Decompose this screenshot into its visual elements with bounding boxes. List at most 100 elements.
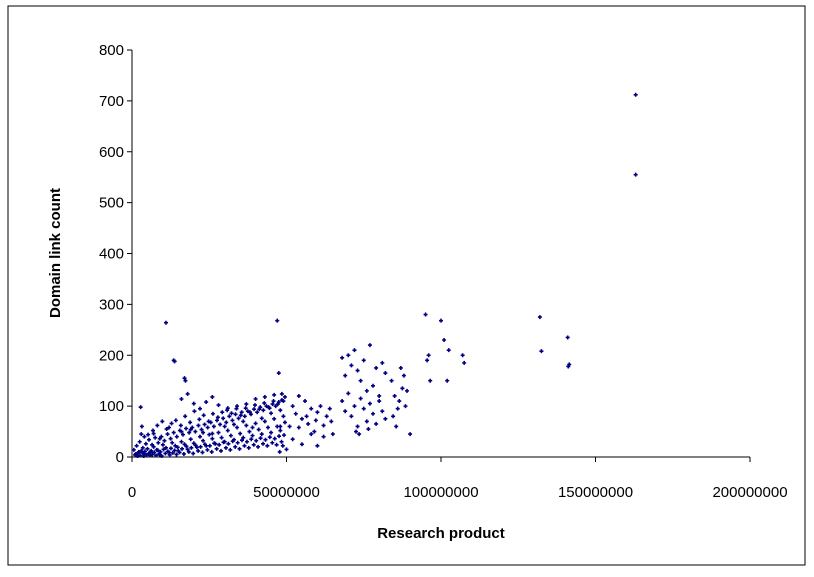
data-point xyxy=(151,431,156,436)
data-point xyxy=(201,438,206,443)
data-point xyxy=(141,453,146,458)
data-point xyxy=(179,397,184,402)
data-point xyxy=(253,397,258,402)
data-point xyxy=(205,447,210,452)
data-point xyxy=(439,318,443,323)
data-point xyxy=(175,445,180,450)
data-point xyxy=(354,429,359,434)
data-point xyxy=(254,438,259,443)
data-point xyxy=(397,399,402,404)
data-point xyxy=(278,408,283,413)
data-point xyxy=(269,430,274,435)
data-point xyxy=(145,446,150,451)
data-point xyxy=(179,429,184,434)
data-point xyxy=(235,425,240,430)
data-point xyxy=(214,418,219,423)
data-point xyxy=(358,396,363,401)
data-point xyxy=(327,406,332,411)
data-point xyxy=(209,449,214,454)
data-point xyxy=(162,438,167,443)
data-point xyxy=(168,446,173,451)
data-point xyxy=(253,421,258,426)
data-point xyxy=(180,446,185,451)
data-point xyxy=(282,420,287,425)
data-point xyxy=(188,420,193,425)
data-point xyxy=(136,449,141,454)
data-point xyxy=(140,445,145,450)
data-point xyxy=(405,388,410,393)
data-point xyxy=(267,435,272,440)
data-point xyxy=(241,419,246,424)
data-point xyxy=(233,412,238,417)
data-point xyxy=(157,436,162,441)
data-point xyxy=(174,452,179,457)
data-point xyxy=(191,451,196,456)
data-point xyxy=(244,423,249,428)
data-point xyxy=(218,448,223,453)
data-point xyxy=(142,434,147,439)
data-point xyxy=(191,401,196,406)
data-point xyxy=(275,318,280,323)
data-point xyxy=(149,448,154,453)
data-point xyxy=(349,363,354,368)
data-point xyxy=(226,441,231,446)
data-point xyxy=(240,438,245,443)
data-point xyxy=(197,417,202,422)
data-point xyxy=(249,437,254,442)
data-point xyxy=(193,429,198,434)
data-point xyxy=(367,343,372,348)
data-point xyxy=(139,424,144,429)
data-point xyxy=(184,444,189,449)
data-point xyxy=(238,431,243,436)
data-point xyxy=(403,404,408,409)
data-point xyxy=(278,424,283,429)
data-point xyxy=(366,427,371,432)
data-point xyxy=(539,349,544,354)
data-point xyxy=(173,443,178,448)
data-point xyxy=(172,448,177,453)
data-point xyxy=(343,373,348,378)
data-point xyxy=(355,424,360,429)
data-point xyxy=(374,365,379,370)
y-tick-label: 300 xyxy=(99,296,124,313)
data-point xyxy=(340,399,345,404)
data-point xyxy=(270,402,275,407)
data-point xyxy=(138,405,143,410)
data-point xyxy=(250,433,255,438)
data-point xyxy=(208,420,213,425)
data-point xyxy=(383,416,388,421)
data-point xyxy=(222,424,227,429)
data-point xyxy=(186,449,191,454)
data-point xyxy=(284,447,289,452)
data-point xyxy=(138,453,143,458)
data-point xyxy=(188,437,193,442)
data-point xyxy=(187,430,192,435)
data-point xyxy=(219,435,224,440)
data-point xyxy=(183,414,188,419)
data-point xyxy=(165,449,170,454)
data-point xyxy=(299,416,304,421)
data-point xyxy=(197,406,202,411)
data-point xyxy=(241,435,246,440)
data-point xyxy=(173,418,178,423)
data-point xyxy=(306,421,311,426)
data-point xyxy=(355,368,360,373)
y-tick-label: 100 xyxy=(99,398,124,415)
data-point xyxy=(272,392,277,397)
data-point xyxy=(152,450,157,455)
data-point xyxy=(313,418,318,423)
data-point xyxy=(274,442,279,447)
data-point xyxy=(156,440,161,445)
data-point xyxy=(198,444,203,449)
data-point xyxy=(174,434,179,439)
data-point xyxy=(367,401,372,406)
data-point xyxy=(299,442,304,447)
y-tick-label: 0 xyxy=(116,449,124,466)
data-point xyxy=(210,436,215,441)
data-point xyxy=(256,444,261,449)
data-point xyxy=(364,388,369,393)
data-point xyxy=(223,445,228,450)
data-point xyxy=(349,414,354,419)
data-point xyxy=(303,399,308,404)
data-point xyxy=(258,436,263,441)
